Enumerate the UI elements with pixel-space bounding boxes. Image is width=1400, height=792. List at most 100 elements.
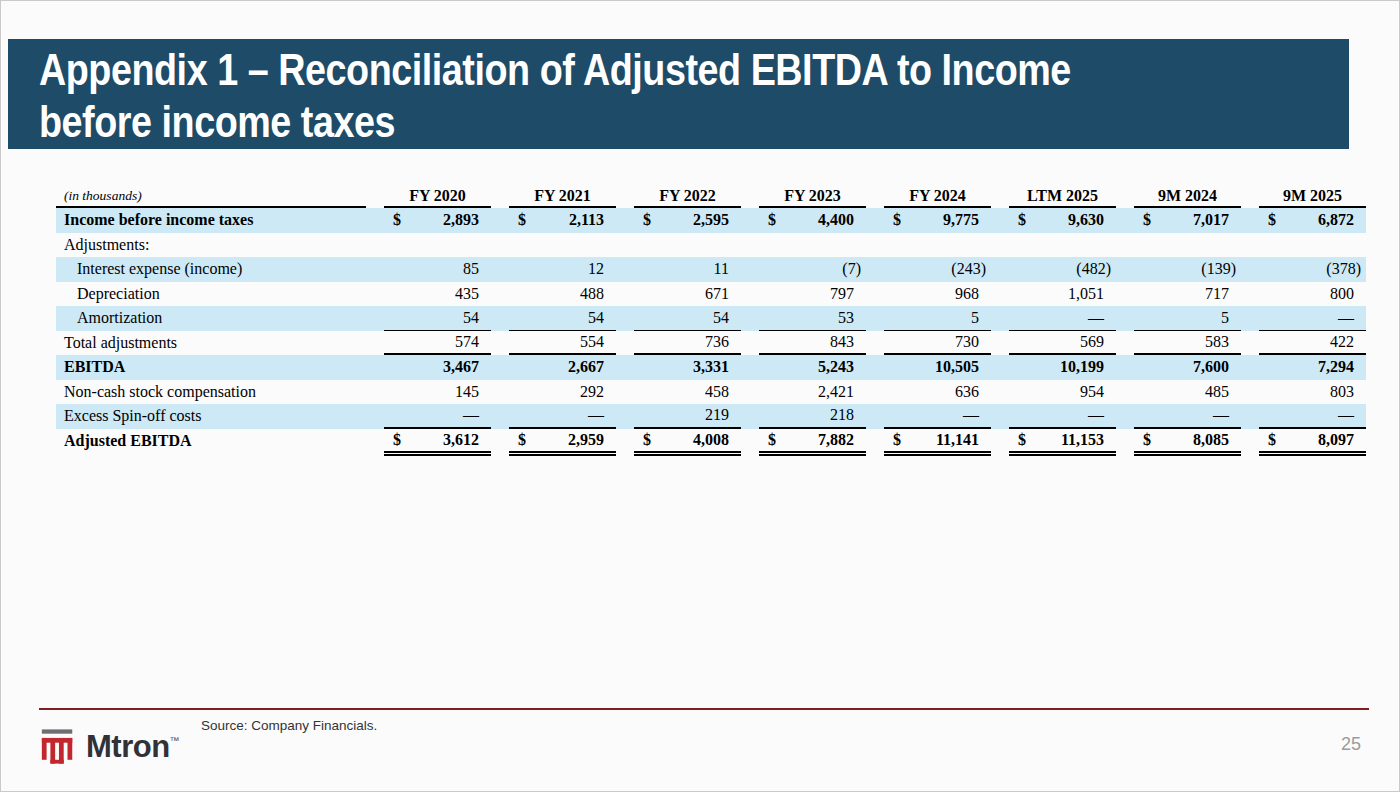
row-label: Depreciation	[56, 282, 366, 307]
cell-value: (482)	[1076, 260, 1111, 278]
table-cell: $11,141	[884, 429, 991, 454]
table-cell: —	[1259, 306, 1366, 331]
table-cell: 10,505	[884, 355, 991, 380]
table-cell: 53	[759, 306, 866, 331]
cell-value: 3,612	[443, 431, 479, 449]
table-cell: —	[1259, 404, 1366, 429]
table-cell: 11	[634, 257, 741, 282]
cell-value: 636	[955, 383, 979, 401]
cell-value: 85	[463, 260, 479, 278]
mtron-logo-icon	[39, 725, 77, 768]
cell-value: 2,959	[568, 431, 604, 449]
table-cell: 219	[634, 404, 741, 429]
dollar-sign: $	[768, 431, 776, 449]
cell-value: —	[463, 406, 479, 424]
table-cell: $8,085	[1134, 429, 1241, 454]
column-header: FY 2020	[384, 187, 491, 208]
row-label: EBITDA	[56, 355, 366, 380]
table-cell: (378)	[1259, 257, 1366, 282]
row-label: Non-cash stock compensation	[56, 380, 366, 405]
dollar-sign: $	[518, 431, 526, 449]
page-number: 25	[1341, 734, 1361, 755]
cell-value: 3,467	[443, 358, 479, 376]
table-cell: $2,595	[634, 208, 741, 233]
cell-value: 218	[830, 406, 854, 424]
cell-value: 736	[705, 333, 729, 351]
cell-value: 5,243	[818, 358, 854, 376]
cell-value: 803	[1330, 383, 1354, 401]
table-cell: —	[1134, 404, 1241, 429]
table-cell: (243)	[884, 257, 991, 282]
cell-value: 9,775	[943, 211, 979, 229]
table-cell: $7,017	[1134, 208, 1241, 233]
column-header: FY 2023	[759, 187, 866, 208]
table-cell: 736	[634, 331, 741, 356]
table-cell: 843	[759, 331, 866, 356]
cell-value: 5	[971, 309, 979, 327]
table-cell: $4,008	[634, 429, 741, 454]
cell-value: 219	[705, 406, 729, 424]
table-cell	[1134, 233, 1241, 258]
table-cell: 435	[384, 282, 491, 307]
table-cell: $2,959	[509, 429, 616, 454]
table-cell: 1,051	[1009, 282, 1116, 307]
dollar-sign: $	[1143, 431, 1151, 449]
table-cell: 797	[759, 282, 866, 307]
table-cell: $9,630	[1009, 208, 1116, 233]
table-header-row: (in thousands)FY 2020FY 2021FY 2022FY 20…	[56, 187, 1366, 208]
source-note: Source: Company Financials.	[201, 718, 377, 733]
table-cell: 458	[634, 380, 741, 405]
table-cell: 485	[1134, 380, 1241, 405]
cell-value: (7)	[842, 260, 861, 278]
dollar-sign: $	[1018, 211, 1026, 229]
cell-value: 2,113	[569, 211, 604, 229]
table-cell	[759, 233, 866, 258]
cell-value: 485	[1205, 383, 1229, 401]
cell-value: —	[963, 406, 979, 424]
table-cell: 574	[384, 331, 491, 356]
column-header: FY 2022	[634, 187, 741, 208]
row-label: Income before income taxes	[56, 208, 366, 233]
cell-value: 422	[1330, 333, 1354, 351]
cell-value: 6,872	[1318, 211, 1354, 229]
cell-value: (378)	[1326, 260, 1361, 278]
row-label: Adjustments:	[56, 233, 366, 258]
cell-value: —	[1088, 406, 1104, 424]
table-cell: 954	[1009, 380, 1116, 405]
table-cell	[1259, 233, 1366, 258]
brand-name: Mtron	[86, 729, 170, 764]
table-cell: 803	[1259, 380, 1366, 405]
cell-value: 797	[830, 285, 854, 303]
row-label: Adjusted EBITDA	[56, 429, 366, 454]
table-cell: 800	[1259, 282, 1366, 307]
column-header: 9M 2025	[1259, 187, 1366, 208]
unit-label: (in thousands)	[56, 187, 366, 208]
table-cell: (7)	[759, 257, 866, 282]
table-cell: $2,113	[509, 208, 616, 233]
table-row: Amortization545454535—5—	[56, 306, 1366, 331]
cell-value: 292	[580, 383, 604, 401]
cell-value: 54	[713, 309, 729, 327]
cell-value: 8,085	[1193, 431, 1229, 449]
cell-value: —	[588, 406, 604, 424]
dollar-sign: $	[1143, 211, 1151, 229]
table-row: Interest expense (income)851211(7)(243)(…	[56, 257, 1366, 282]
table-cell: 10,199	[1009, 355, 1116, 380]
cell-value: 583	[1205, 333, 1229, 351]
table-row: Depreciation4354886717979681,051717800	[56, 282, 1366, 307]
table-row: Total adjustments57455473684373056958342…	[56, 331, 1366, 356]
table-cell: 717	[1134, 282, 1241, 307]
cell-value: 7,882	[818, 431, 854, 449]
page-title: Appendix 1 – Reconciliation of Adjusted …	[39, 44, 1071, 148]
table-cell: (482)	[1009, 257, 1116, 282]
cell-value: —	[1338, 406, 1354, 424]
table-cell: $2,893	[384, 208, 491, 233]
table-cell: $6,872	[1259, 208, 1366, 233]
cell-value: 843	[830, 333, 854, 351]
table-cell: 2,421	[759, 380, 866, 405]
table-cell: $11,153	[1009, 429, 1116, 454]
cell-value: 2,421	[818, 383, 854, 401]
table-cell: $3,612	[384, 429, 491, 454]
dollar-sign: $	[1268, 211, 1276, 229]
table-cell: 145	[384, 380, 491, 405]
